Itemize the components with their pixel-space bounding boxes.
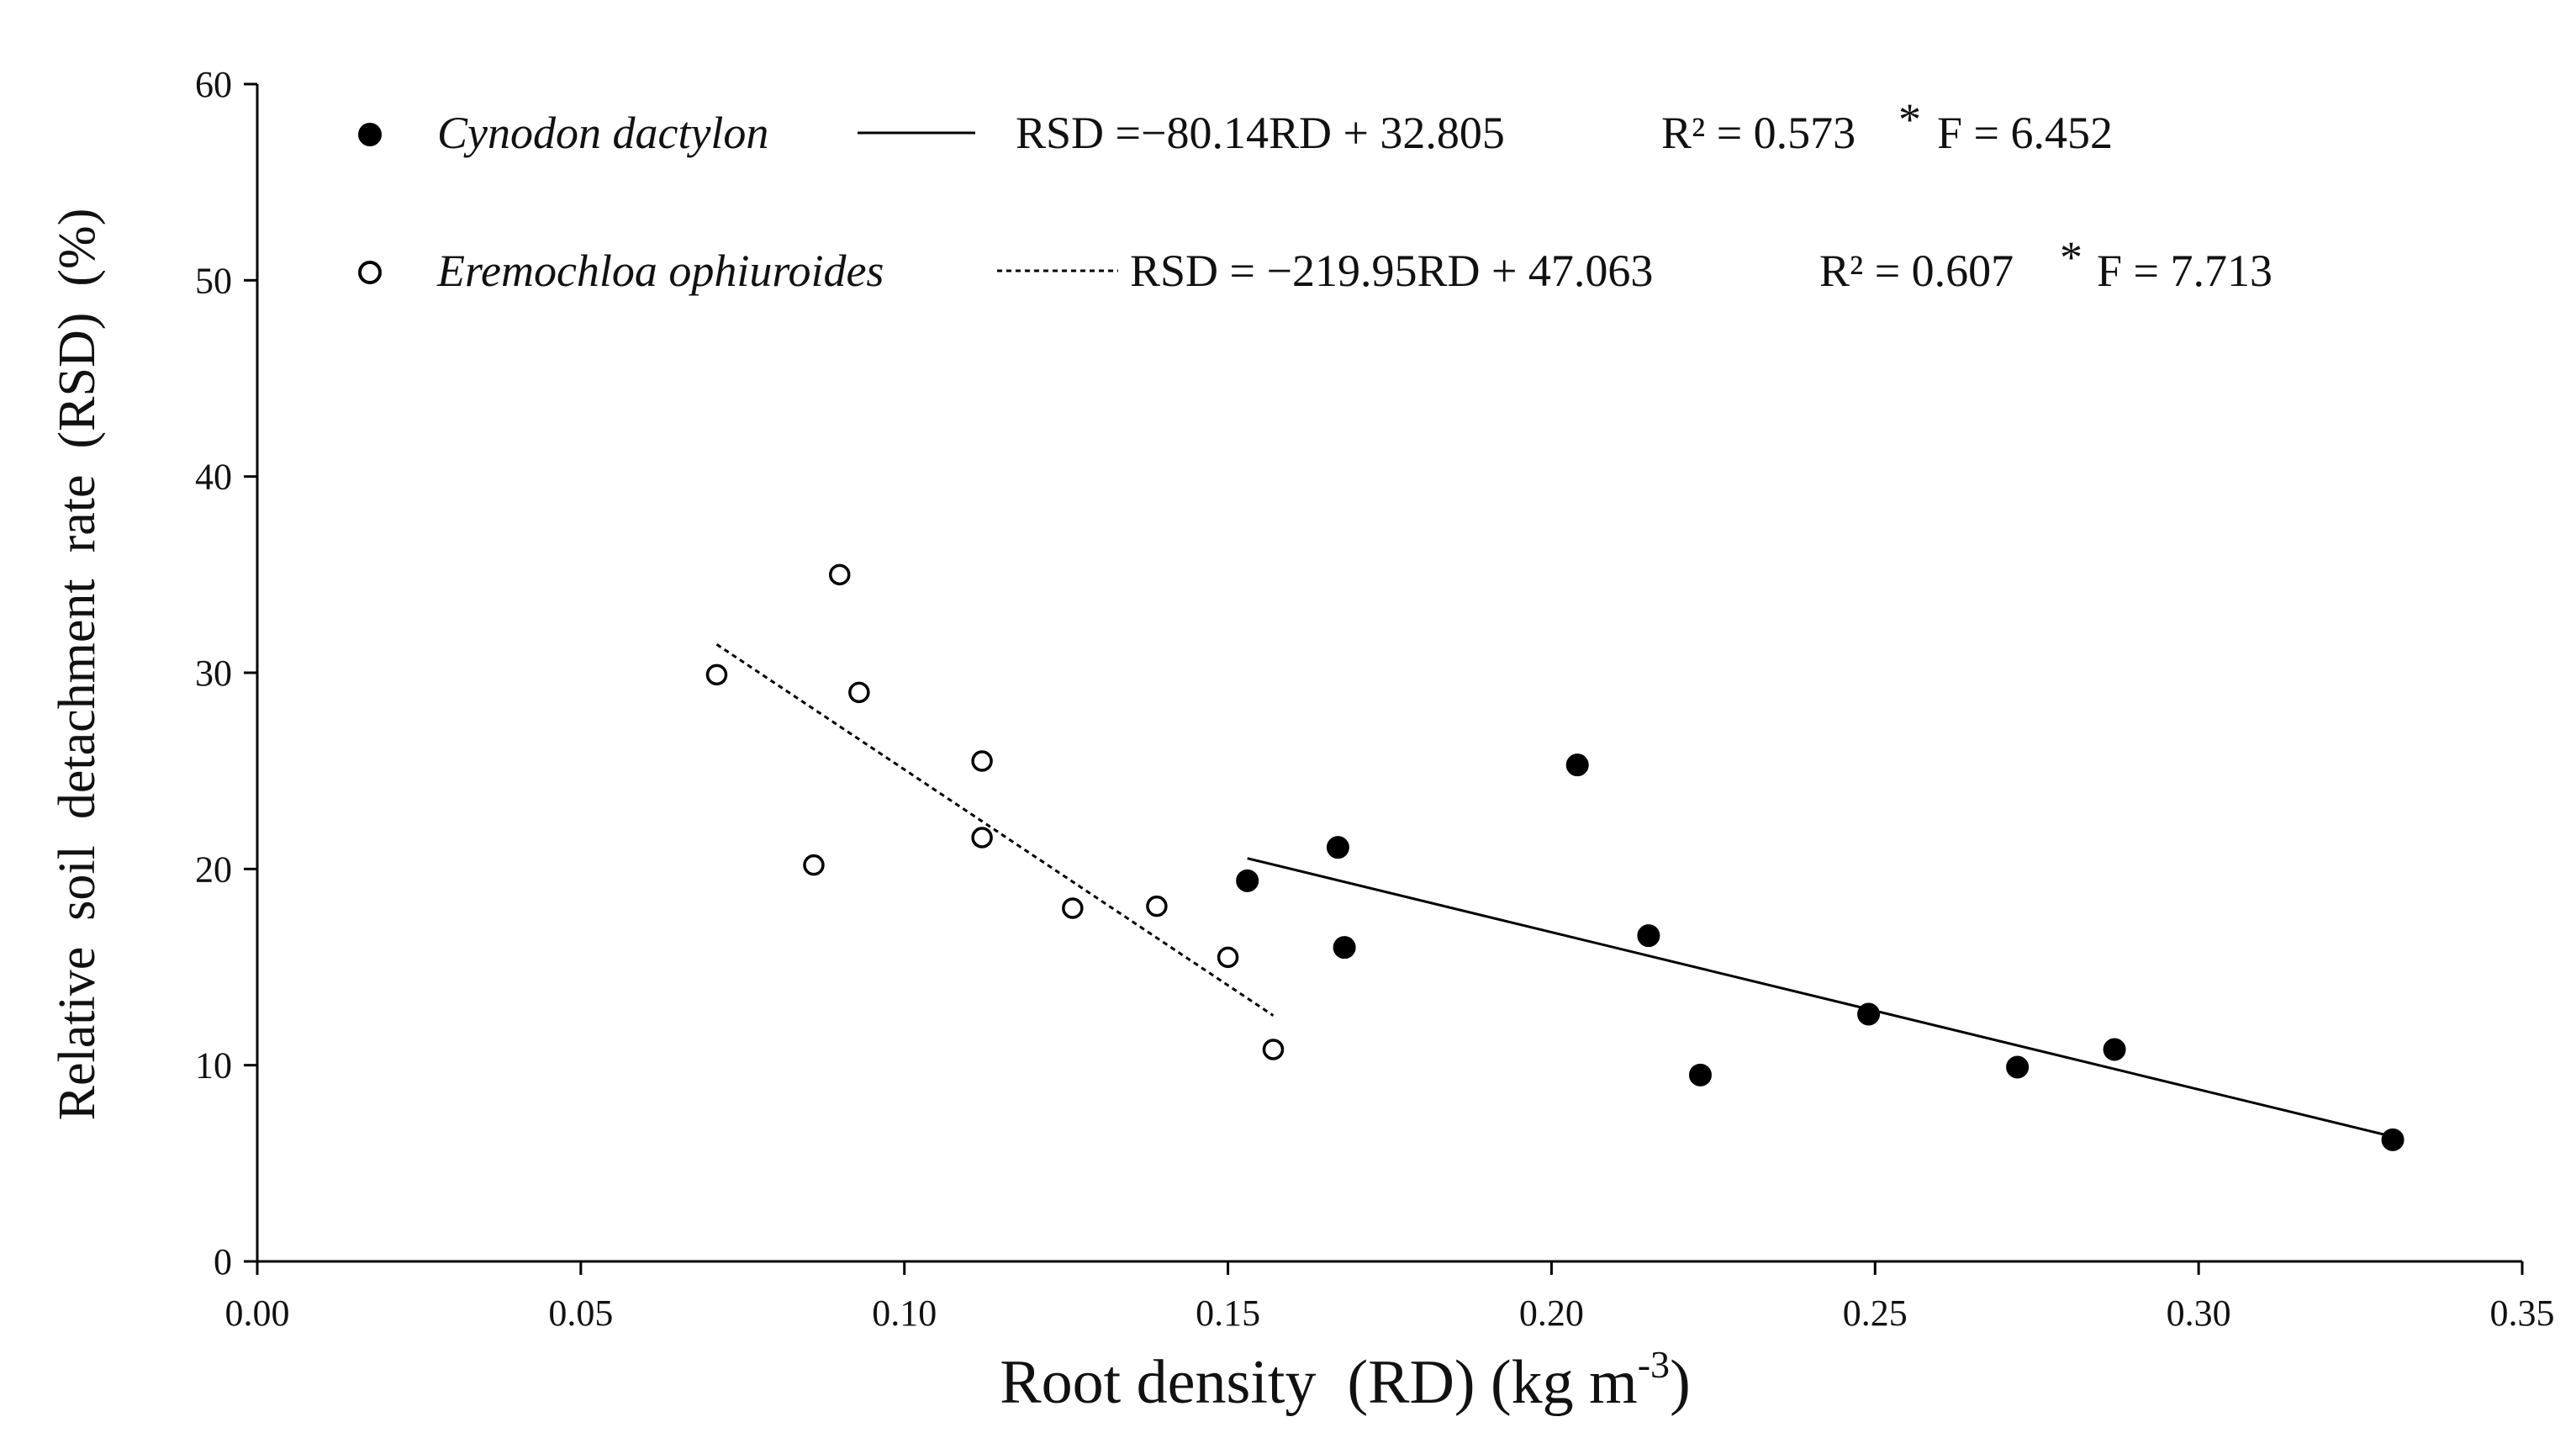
legend-marker-eremochloa: [358, 261, 382, 284]
data-point-eremochloa: [1217, 946, 1239, 969]
regression-lines: [715, 642, 2394, 1139]
data-point-cynodon: [1637, 924, 1660, 948]
y-tick-label: 10: [195, 1045, 232, 1086]
legend-sig-eremochloa: *: [2060, 232, 2082, 283]
data-point-eremochloa: [1146, 895, 1168, 917]
y-tick-label: 0: [214, 1241, 232, 1282]
data-point-cynodon: [2103, 1038, 2126, 1061]
data-point-cynodon: [1565, 753, 1589, 777]
data-point-cynodon: [1857, 1002, 1881, 1026]
y-tick-label: 40: [195, 457, 232, 498]
data-point-cynodon: [1326, 836, 1349, 859]
legend-equation-cynodon: RSD =−80.14RD + 32.805: [1016, 108, 1505, 158]
data-point-cynodon: [1236, 869, 1259, 892]
legend-entry-eremochloa: Eremochloa ophiuroides RSD = −219.95RD +…: [358, 232, 2272, 296]
x-tick-label: 0.15: [1196, 1293, 1260, 1334]
data-point-eremochloa: [803, 854, 825, 876]
x-tick-label: 0.35: [2490, 1293, 2555, 1334]
y-tick-label: 50: [195, 260, 232, 301]
legend-equation-eremochloa: RSD = −219.95RD + 47.063: [1130, 246, 1653, 296]
data-point-cynodon: [1688, 1063, 1712, 1086]
y-tick-label: 60: [195, 64, 232, 105]
y-axis-title: Relative soil detachment rate (RSD) (%): [49, 209, 106, 1121]
y-tick-label: 30: [195, 653, 232, 694]
data-point-cynodon: [2381, 1128, 2404, 1151]
data-point-eremochloa: [848, 681, 870, 704]
data-point-eremochloa: [828, 563, 851, 586]
data-point-eremochloa: [971, 827, 993, 849]
data-point-cynodon: [1333, 936, 1356, 960]
fit-line-eremochloa: [715, 642, 1275, 1017]
legend-marker-cynodon: [358, 123, 382, 146]
x-axis-title-main: Root density (RD) (kg m: [1000, 1348, 1637, 1417]
data-point-eremochloa: [705, 663, 728, 686]
x-tick-label: 0.05: [548, 1293, 613, 1334]
x-tick-label: 0.10: [872, 1293, 937, 1334]
legend-sig-cynodon: *: [1898, 94, 1921, 145]
legend-f-cynodon: F = 6.452: [1937, 108, 2113, 158]
y-tick-label: 20: [195, 849, 232, 890]
data-point-eremochloa: [1062, 897, 1084, 919]
legend-label-cynodon: Cynodon dactylon: [437, 108, 768, 158]
data-point-eremochloa: [971, 750, 993, 772]
x-tick-label: 0.20: [1519, 1293, 1584, 1334]
legend-r2-cynodon: R² = 0.573: [1661, 108, 1855, 158]
legend-r2-eremochloa: R² = 0.607: [1819, 246, 2014, 296]
x-axis-title: Root density (RD) (kg m-3): [1000, 1343, 1690, 1417]
legend: Cynodon dactylon RSD =−80.14RD + 32.805 …: [358, 94, 2272, 296]
axes: 0.00 0.05 0.10 0.15 0.20 0.25 0.30 0.35 0 10 20 30 4…: [195, 64, 2555, 1334]
data-point-cynodon: [2006, 1055, 2030, 1079]
x-axis-title-exponent: -3: [1638, 1343, 1670, 1386]
x-tick-label: 0.00: [225, 1293, 290, 1334]
legend-entry-cynodon: Cynodon dactylon RSD =−80.14RD + 32.805 …: [358, 94, 2113, 158]
x-tick-label: 0.25: [1843, 1293, 1908, 1334]
x-tick-label: 0.30: [2167, 1293, 2231, 1334]
legend-f-eremochloa: F = 7.713: [2097, 246, 2272, 296]
legend-label-eremochloa: Eremochloa ophiuroides: [436, 246, 884, 296]
fit-line-cynodon: [1247, 857, 2394, 1139]
data-points: [705, 563, 2404, 1151]
data-point-eremochloa: [1262, 1039, 1285, 1060]
x-axis-title-close: ): [1670, 1348, 1691, 1417]
